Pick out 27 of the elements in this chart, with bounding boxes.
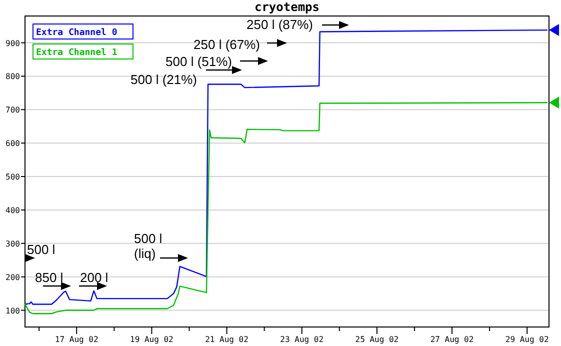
annotation: 500 l: [27, 242, 56, 257]
y-tick-label: 700: [6, 106, 20, 115]
x-tick-label: 23 Aug 02: [280, 335, 324, 344]
x-tick-label: 19 Aug 02: [130, 335, 174, 344]
x-tick-label: 21 Aug 02: [205, 335, 249, 344]
y-tick-label: 100: [6, 306, 20, 316]
x-tick-label: 25 Aug 02: [355, 335, 399, 344]
y-tick-label: 300: [6, 239, 20, 248]
annotation: 500 l (liq): [134, 231, 162, 261]
y-tick-label: 500: [6, 172, 20, 182]
annotation: 250 l (87%): [246, 17, 313, 32]
text: Extra Channel 0: [36, 28, 118, 38]
annotation: 500 l (21%): [130, 72, 197, 87]
x-tick-label: 17 Aug 02: [54, 335, 98, 344]
y-tick-label: 200: [6, 272, 20, 282]
y-tick-label: 900: [6, 38, 20, 48]
y-tick-label: 400: [6, 206, 20, 215]
y-tick-label: 800: [6, 72, 20, 82]
text: Extra Channel 1: [36, 48, 118, 58]
annotation: 200 l: [80, 270, 108, 285]
annotation: 850 l: [35, 270, 64, 285]
y-tick-label: 600: [6, 139, 20, 148]
chart-title: cryotemps: [254, 0, 320, 14]
annotation: 250 l (67%): [194, 37, 260, 52]
x-tick-label: 27 Aug 02: [430, 335, 474, 344]
annotation: 500 l (51%): [166, 54, 232, 69]
x-tick-label: 29 Aug 02: [505, 335, 549, 344]
